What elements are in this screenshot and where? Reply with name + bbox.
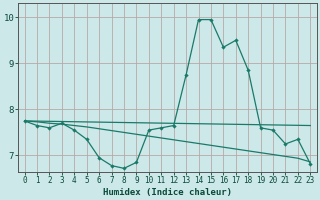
X-axis label: Humidex (Indice chaleur): Humidex (Indice chaleur) [103, 188, 232, 197]
